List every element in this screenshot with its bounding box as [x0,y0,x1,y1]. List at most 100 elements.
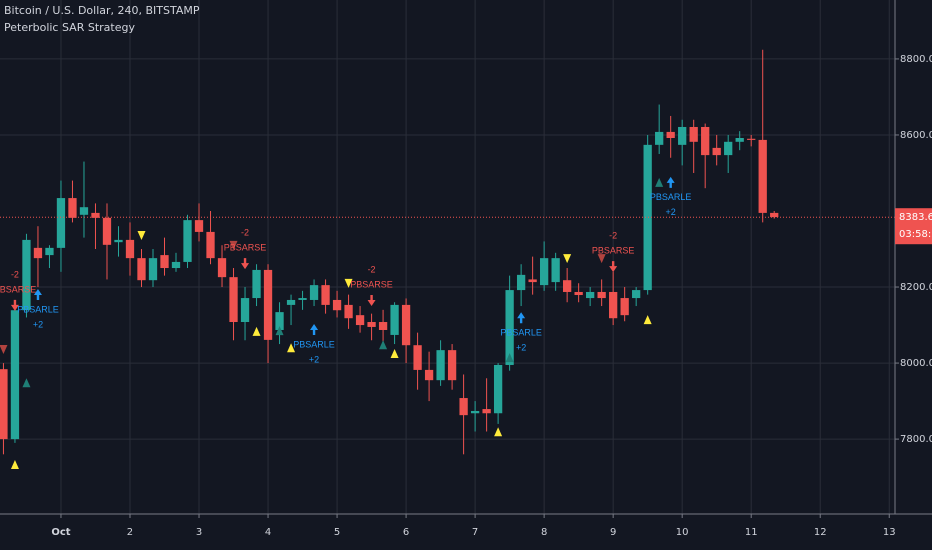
signal-qty: -2 [368,264,376,274]
sar-marker [494,427,503,437]
candle-body [493,364,503,414]
signal-qty: -2 [241,227,249,237]
candle-body [102,217,112,245]
signal-label: PBSARSE [592,245,635,255]
y-tick-label: 8000.00 [900,358,932,369]
signal-qty: -2 [609,230,617,240]
candle-body [332,299,342,311]
candle-body [482,409,491,414]
signal-arrow [609,261,618,273]
candle-body [562,280,572,292]
candle-body [620,298,629,316]
candle-body [321,285,330,305]
candle-body [574,291,583,296]
sar-marker [275,326,284,336]
candle-body [643,144,652,291]
grid [0,0,895,514]
x-tick-label: 3 [196,527,202,538]
candle-body [447,350,457,381]
signal-qty: +2 [309,354,319,364]
candle-body [505,290,514,365]
signal-qty: +2 [33,319,43,329]
candle-body [286,299,296,305]
signal-arrow [666,176,675,188]
x-tick-label: 2 [127,527,133,538]
signal-label: PBSARLE [650,192,692,202]
candle-body [148,258,158,281]
signal-qty: +2 [666,207,676,217]
sar-marker [252,326,261,336]
candle-body [470,410,480,414]
candle-body [586,291,595,299]
sar-marker [229,240,238,250]
candle-body [206,231,215,259]
signal-label: PBSARLE [293,339,335,349]
candle-body [459,398,468,416]
candle-body [632,290,641,299]
candle-body [689,126,698,142]
candle-body [413,345,422,370]
x-tick-label: 7 [472,527,478,538]
candle-body [240,298,250,323]
candle-body [735,138,744,142]
candle-body [171,261,181,269]
signal-qty: -2 [11,269,19,279]
y-tick-label: 7800.00 [900,434,932,445]
signal-arrow [517,312,526,324]
candle-body [263,269,273,340]
signal-arrow [367,294,376,306]
sar-marker [597,254,606,264]
candle-body [0,369,8,440]
x-tick-label: 9 [610,527,616,538]
candle-body [114,239,123,243]
x-tick-label: 12 [814,527,827,538]
candle-body [252,269,261,299]
sar-marker [137,230,146,240]
candle-body [666,131,675,139]
candle-body [712,147,721,156]
candle-body [758,139,767,213]
candle-body [137,258,146,281]
sar-marker [390,348,399,358]
candle-body [551,258,560,283]
candle-body [724,141,733,156]
candle-body [298,298,307,300]
signal-label: PBSARSE [224,242,267,252]
candle-body [747,138,756,140]
plot-area: PBSARSE -2 PBSARLE +2 PBSARSE -2 PBSARLE +2 PBSA… [0,49,895,469]
axes: 7800.00 8000.00 8200.00 8600.00 8800.00 Oct 2 3… [51,54,932,538]
sar-marker [655,177,664,187]
x-tick-label: 4 [265,527,271,538]
signal-arrow [310,323,319,335]
candle-body [10,310,20,440]
candle-body [309,285,319,300]
candle-body [33,247,43,259]
candle-body [45,247,54,256]
candle-body [655,131,664,145]
signal-arrow [241,258,250,270]
candle-body [275,312,284,330]
sar-marker [10,459,19,469]
sar-marker [563,254,572,264]
signal-label: PBSARSE [350,279,393,289]
candle-body [194,220,204,232]
x-tick-label: 11 [745,527,758,538]
x-tick-label: 10 [676,527,689,538]
sar-marker [0,345,8,355]
chart-title: Bitcoin / U.S. Dollar, 240, BITSTAMP [4,4,200,17]
signal-label: PBSARLE [500,328,542,338]
candle-body [701,126,710,156]
candle-body [516,274,526,291]
candle-body [770,212,779,218]
candle-body [401,304,411,346]
sar-marker [505,353,514,363]
candle-body [424,369,434,381]
last-price-label: 8383.66 [899,212,932,223]
candle-body [609,291,618,319]
candle-body [367,322,376,327]
candle-body [344,304,353,319]
candle-body [378,322,388,330]
sar-marker [643,315,652,325]
y-tick-label: 8800.00 [900,54,932,65]
x-tick-label: 6 [403,527,409,538]
